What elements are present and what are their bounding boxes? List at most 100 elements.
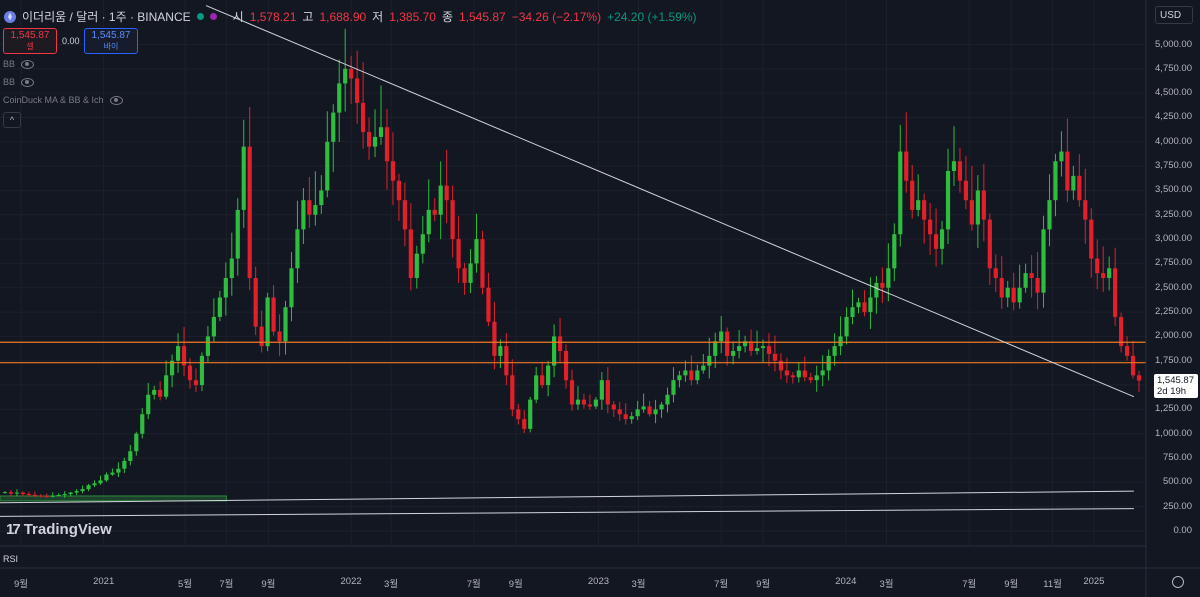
candle [372, 109, 378, 158]
currency-selector[interactable]: USD [1155, 6, 1193, 24]
candle [193, 368, 199, 393]
candle-body [569, 380, 575, 405]
time-tick-label: 9월 [1004, 579, 1019, 590]
candle-body [62, 494, 67, 496]
indicator-bb-2[interactable]: BB [3, 77, 35, 87]
candle-body [623, 414, 628, 420]
candle-body [832, 346, 837, 356]
candle-body [850, 307, 855, 317]
candle [689, 355, 694, 386]
candle [593, 397, 598, 409]
candle [414, 245, 419, 289]
symbol-title[interactable]: 이더리움 / 달러 · 1주 · BINANCE [22, 10, 191, 24]
candle [140, 408, 145, 439]
candle [808, 372, 813, 384]
collapse-indicators-button[interactable]: ^ [3, 112, 21, 128]
candle-body [868, 297, 873, 313]
candle [832, 333, 837, 366]
eye-hidden-icon[interactable] [21, 77, 35, 87]
candle-body [128, 451, 133, 461]
candle-body [516, 409, 521, 420]
price-tick-label: 3,500.00 [1155, 184, 1192, 196]
candle [1053, 153, 1058, 217]
candle-body [170, 360, 175, 376]
candle [301, 188, 306, 245]
change-value: −34.26 (−2.17%) [511, 9, 602, 24]
candle-body [438, 185, 443, 215]
settings-gear-icon[interactable] [1172, 576, 1184, 588]
candle [1083, 168, 1088, 244]
candle-body [408, 229, 413, 279]
candle [116, 462, 121, 478]
time-tick-label: 9월 [13, 579, 29, 590]
eye-hidden-icon[interactable] [109, 95, 123, 105]
candle-body [975, 190, 980, 225]
candle-body [540, 375, 545, 386]
candle [725, 327, 730, 366]
candle [552, 324, 557, 378]
candle-body [629, 416, 634, 420]
candle [707, 337, 712, 379]
candle [331, 104, 336, 172]
price-tick-label: 2,000.00 [1155, 330, 1192, 342]
price-tick-label: 5,000.00 [1155, 38, 1192, 50]
candle-body [814, 375, 819, 381]
candle-body [969, 200, 974, 225]
candle-body [1047, 200, 1052, 230]
candle [283, 300, 288, 355]
candle-body [372, 136, 378, 147]
price-tick-label: 500.00 [1162, 476, 1192, 488]
candle [313, 171, 318, 226]
buy-button[interactable]: 1,545.87 바이 [84, 28, 138, 54]
candle-body [1113, 268, 1118, 317]
candle-body [313, 205, 318, 215]
candle [850, 289, 855, 325]
candle [1136, 370, 1142, 393]
candle [659, 401, 664, 418]
candle-body [611, 404, 616, 410]
candle [1089, 208, 1094, 278]
candle-body [1101, 273, 1106, 279]
candle-body [426, 209, 431, 235]
candle [581, 393, 587, 409]
candle-body [808, 377, 813, 381]
candle-body [1089, 219, 1094, 259]
candle [175, 333, 181, 373]
candle [319, 175, 324, 214]
indicator-bb-1[interactable]: BB [3, 59, 35, 69]
spread-value: 0.00 [62, 36, 80, 46]
candle-body [56, 494, 61, 496]
candle-body [366, 132, 372, 147]
candle [486, 272, 491, 326]
candle-body [772, 353, 778, 361]
bar-countdown: 2d 19h [1157, 386, 1187, 397]
candle-body [993, 268, 998, 279]
indicator-label: CoinDuck MA & BB & Ich [3, 95, 104, 105]
candle-body [289, 268, 294, 308]
sell-button[interactable]: 1,545.87 셀 [3, 28, 57, 54]
candle-body [933, 234, 939, 249]
candle-body [719, 331, 724, 342]
candle-body [355, 78, 360, 103]
candle-body [68, 492, 73, 495]
candle [701, 354, 706, 374]
candle-body [599, 380, 604, 400]
candle-body [838, 336, 843, 347]
candle [265, 292, 270, 352]
candle-body [271, 297, 276, 332]
high-label: 고 [302, 10, 314, 24]
close-label: 종 [441, 10, 453, 24]
candle [1059, 131, 1064, 177]
candle [92, 480, 97, 488]
eye-hidden-icon[interactable] [21, 59, 35, 69]
indicator-coinduck[interactable]: CoinDuck MA & BB & Ich [3, 95, 123, 105]
candle [999, 256, 1004, 309]
candle-body [140, 414, 145, 434]
trendline [205, 5, 1135, 398]
candle-body [856, 302, 861, 308]
candle [504, 333, 509, 386]
candle [420, 215, 425, 264]
candle [898, 124, 903, 247]
candle-body [492, 321, 497, 356]
